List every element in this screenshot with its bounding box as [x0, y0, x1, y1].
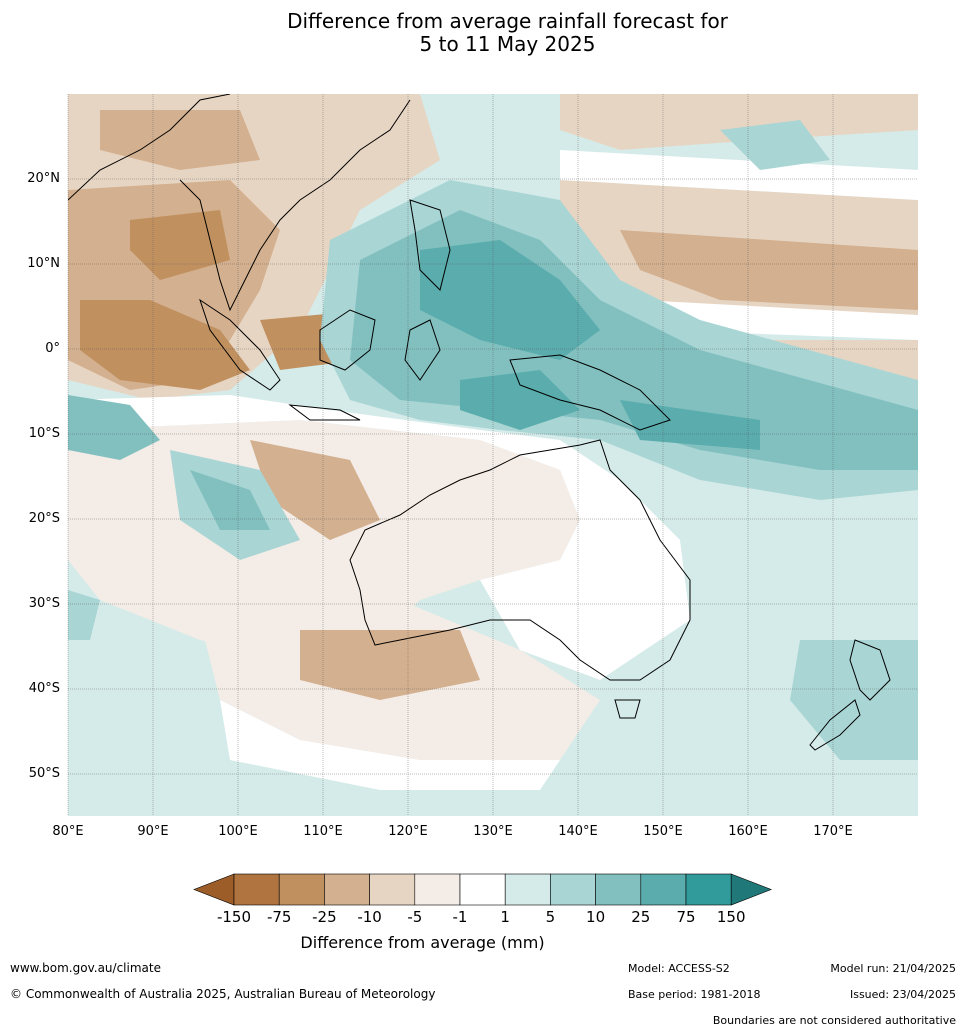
- colorbar-tick-label: -10: [357, 908, 382, 926]
- colorbar-tick-label: 75: [676, 908, 696, 926]
- colorbar-tick-label: 5: [545, 908, 556, 926]
- tasmania-outline: [614, 699, 641, 719]
- colorbar-title: Difference from average (mm): [300, 933, 545, 952]
- graticule: [67, 94, 918, 816]
- title-line-2: 5 to 11 May 2025: [419, 32, 596, 56]
- lon-label-130e: 130°E: [473, 824, 513, 839]
- colorbar-arrow-high: [730, 873, 773, 906]
- lon-label-160e: 160°E: [728, 824, 768, 839]
- lon-label-90e: 90°E: [137, 824, 169, 839]
- lat-label-0: 0°: [45, 341, 60, 356]
- australia-outline: [349, 439, 691, 681]
- colorbar-swatch: [233, 873, 280, 906]
- footer-issued: Issued: 23/04/2025: [849, 988, 956, 1001]
- colorbar-swatch: [369, 873, 416, 906]
- title-line-1: Difference from average rainfall forecas…: [287, 9, 728, 33]
- lat-label-20n: 20°N: [27, 171, 60, 186]
- colorbar-swatch: [640, 873, 687, 906]
- colorbar-tick-label: 150: [716, 908, 746, 926]
- indochina-coast: [179, 99, 411, 312]
- footer-disclaimer: Boundaries are not considered authoritat…: [712, 1014, 956, 1027]
- lon-label-100e: 100°E: [218, 824, 258, 839]
- chart-title: Difference from average rainfall forecas…: [0, 10, 965, 56]
- lon-label-150e: 150°E: [643, 824, 683, 839]
- rainfall-map: [67, 94, 918, 816]
- lon-label-80e: 80°E: [52, 824, 84, 839]
- lon-label-110e: 110°E: [303, 824, 343, 839]
- sumatra-outline: [199, 298, 281, 391]
- colorbar-tick-label: -5: [407, 908, 423, 926]
- colorbar-swatch: [459, 873, 506, 906]
- colorbar-swatch: [550, 873, 596, 906]
- colorbar-swatch: [278, 873, 325, 906]
- footer-website: www.bom.gov.au/climate: [10, 961, 161, 975]
- colorbar-swatch: [324, 873, 370, 906]
- footer-copyright: © Commonwealth of Australia 2025, Austra…: [10, 987, 436, 1001]
- philippines-outline: [409, 199, 451, 291]
- lat-label-30s: 30°S: [28, 596, 60, 611]
- colorbar-tick-label: -1: [452, 908, 468, 926]
- colorbar-swatch: [685, 873, 732, 906]
- footer-model-run: Model run: 21/04/2025: [830, 962, 956, 975]
- colorbar-tick-label: 25: [631, 908, 651, 926]
- colorbar-tick-label: 10: [586, 908, 606, 926]
- lat-label-50s: 50°S: [28, 766, 60, 781]
- lon-label-140e: 140°E: [558, 824, 598, 839]
- footer-base-period: Base period: 1981-2018: [628, 988, 761, 1001]
- lat-label-10s: 10°S: [28, 426, 60, 441]
- colorbar-tick-label: -75: [266, 908, 292, 926]
- colorbar-swatch: [595, 873, 642, 906]
- colorbar-tick-label: -25: [312, 908, 337, 926]
- lat-label-10n: 10°N: [27, 256, 60, 271]
- lat-label-40s: 40°S: [28, 681, 60, 696]
- new-guinea-outline: [509, 354, 671, 431]
- java-outline: [288, 404, 361, 421]
- colorbar-arrow-low: [193, 873, 235, 906]
- nz-south-island: [809, 699, 861, 751]
- lat-label-20s: 20°S: [28, 511, 60, 526]
- colorbar-tick-label: 1: [500, 908, 510, 926]
- coastlines: [68, 94, 891, 751]
- colorbar-tick-label: -150: [216, 908, 252, 926]
- colorbar-swatch: [414, 873, 461, 906]
- sulawesi-outline: [404, 319, 441, 381]
- lon-label-170e: 170°E: [813, 824, 853, 839]
- borneo-outline: [319, 309, 376, 371]
- lon-label-120e: 120°E: [388, 824, 428, 839]
- colorbar-swatch: [504, 873, 551, 906]
- asia-coast: [68, 94, 231, 201]
- footer-model: Model: ACCESS-S2: [628, 962, 730, 975]
- nz-north-island: [849, 639, 891, 701]
